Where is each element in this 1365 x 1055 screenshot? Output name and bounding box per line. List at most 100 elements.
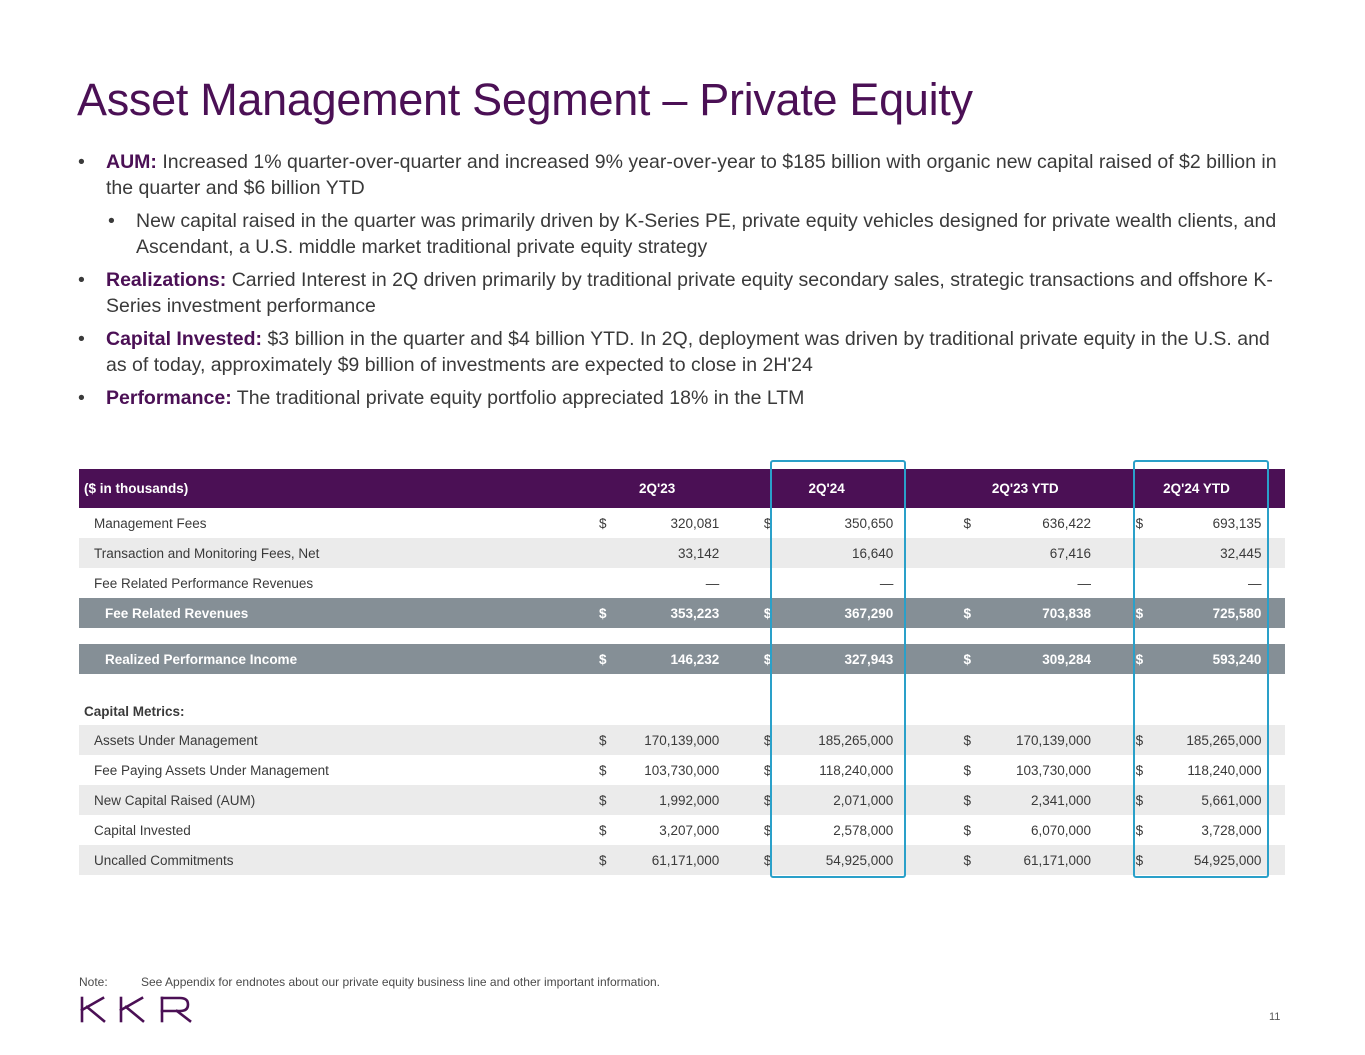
row-label: Transaction and Monitoring Fees, Net: [79, 538, 587, 568]
note-text: See Appendix for endnotes about our priv…: [141, 975, 660, 989]
dollar-sign: $: [751, 644, 775, 674]
cell-value: 6,070,000: [1030, 822, 1092, 838]
cell-value: —: [879, 575, 894, 591]
dollar-sign: $: [951, 725, 975, 755]
table-row: Capital Invested $3,207,000 $2,578,000 $…: [79, 815, 1285, 845]
cell-value: 593,240: [1146, 644, 1270, 674]
table-row: New Capital Raised (AUM) $1,992,000 $2,0…: [79, 785, 1285, 815]
bullet-label: Capital Invested:: [106, 328, 263, 350]
dollar-sign: $: [1135, 515, 1144, 531]
cell-value: 636,422: [1042, 515, 1092, 531]
row-label: New Capital Raised (AUM): [79, 785, 587, 815]
bullet-aum: AUM: Increased 1% quarter-over-quarter a…: [78, 149, 1278, 201]
section-label: Capital Metrics:: [84, 704, 185, 719]
note-label: Note:: [79, 975, 108, 989]
sub-bullet-new-capital: New capital raised in the quarter was pr…: [108, 208, 1278, 260]
cell-value: 146,232: [609, 644, 728, 674]
header-2q24-ytd: 2Q'24 YTD: [1123, 469, 1270, 508]
highlight-box-2q24-ytd: [1133, 460, 1269, 878]
table-row-total: Fee Related Revenues $353,223 $367,290 $…: [79, 598, 1285, 628]
row-label: Fee Paying Assets Under Management: [94, 762, 329, 778]
row-label: Fee Related Performance Revenues: [94, 575, 314, 591]
bullet-list: AUM: Increased 1% quarter-over-quarter a…: [78, 149, 1278, 418]
cell-value: 350,650: [844, 515, 894, 531]
dollar-sign: $: [963, 762, 971, 778]
cell-value: 693,135: [1212, 515, 1262, 531]
row-label: Fee Related Revenues: [79, 598, 587, 628]
dollar-sign: $: [598, 762, 607, 778]
cell-value: 185,265,000: [1146, 725, 1270, 755]
cell-value: 703,838: [974, 598, 1100, 628]
cell-value: 170,139,000: [609, 725, 728, 755]
table-row: Management Fees $320,081 $350,650 $636,4…: [79, 508, 1285, 538]
table-header-row: ($ in thousands) 2Q'23 2Q'24 2Q'23 YTD 2…: [79, 469, 1285, 508]
bullet-performance: Performance: The traditional private equ…: [78, 385, 1278, 411]
dollar-sign: $: [1123, 644, 1147, 674]
cell-value: 2,071,000: [774, 785, 902, 815]
row-label: Uncalled Commitments: [79, 845, 587, 875]
kkr-logo: [80, 996, 192, 1023]
dollar-sign: $: [1135, 822, 1144, 838]
cell-value: 5,661,000: [1146, 785, 1270, 815]
table-row: Fee Paying Assets Under Management $103,…: [79, 755, 1285, 785]
page-title: Asset Management Segment – Private Equit…: [77, 74, 973, 125]
dollar-sign: $: [963, 515, 971, 531]
cell-value: 103,730,000: [1015, 762, 1092, 778]
cell-value: —: [705, 575, 720, 591]
cell-value: 118,240,000: [819, 762, 894, 778]
cell-value: 61,171,000: [609, 845, 728, 875]
dollar-sign: $: [1135, 762, 1144, 778]
dollar-sign: $: [598, 515, 607, 531]
table-row: Assets Under Management $170,139,000 $18…: [79, 725, 1285, 755]
dollar-sign: [751, 538, 775, 568]
dollar-sign: $: [1123, 725, 1147, 755]
cell-value: 32,445: [1146, 538, 1270, 568]
header-2q23: 2Q'23: [586, 469, 728, 508]
cell-value: —: [1077, 575, 1092, 591]
dollar-sign: [1123, 538, 1147, 568]
cell-value: 367,290: [774, 598, 902, 628]
dollar-sign: $: [586, 598, 610, 628]
bullet-label: AUM:: [106, 151, 157, 173]
cell-value: 33,142: [609, 538, 728, 568]
bullet-label: Realizations:: [106, 269, 227, 291]
cell-value: 725,580: [1146, 598, 1270, 628]
dollar-sign: $: [598, 822, 607, 838]
bullet-label: Performance:: [106, 387, 232, 409]
cell-value: 3,728,000: [1201, 822, 1262, 838]
bullet-text: Increased 1% quarter-over-quarter and in…: [106, 151, 1277, 199]
cell-value: 54,925,000: [774, 845, 902, 875]
cell-value: 3,207,000: [659, 822, 720, 838]
table-row: Transaction and Monitoring Fees, Net 33,…: [79, 538, 1285, 568]
table-row: Fee Related Performance Revenues — — — —: [79, 568, 1285, 598]
cell-value: 16,640: [774, 538, 902, 568]
dollar-sign: $: [586, 845, 610, 875]
dollar-sign: $: [763, 515, 772, 531]
dollar-sign: $: [751, 845, 775, 875]
bullet-text: Carried Interest in 2Q driven primarily …: [106, 269, 1273, 317]
bullet-capital-invested: Capital Invested: $3 billion in the quar…: [78, 326, 1278, 378]
bullet-text: New capital raised in the quarter was pr…: [136, 210, 1277, 258]
row-label: Realized Performance Income: [79, 644, 587, 674]
dollar-sign: $: [751, 785, 775, 815]
dollar-sign: $: [963, 822, 971, 838]
cell-value: 170,139,000: [974, 725, 1100, 755]
cell-value: 327,943: [774, 644, 902, 674]
header-2q24: 2Q'24: [751, 469, 902, 508]
highlight-box-2q24: [770, 460, 906, 878]
cell-value: 320,081: [670, 515, 720, 531]
cell-value: 185,265,000: [774, 725, 902, 755]
footnote: Note: See Appendix for endnotes about our…: [79, 975, 660, 989]
cell-value: 1,992,000: [609, 785, 728, 815]
cell-value: 54,925,000: [1146, 845, 1270, 875]
cell-value: 118,240,000: [1187, 762, 1262, 778]
bullet-text: $3 billion in the quarter and $4 billion…: [106, 328, 1270, 376]
dollar-sign: $: [763, 762, 772, 778]
cell-value: —: [1247, 575, 1262, 591]
section-row: Capital Metrics:: [79, 674, 1285, 725]
dollar-sign: $: [951, 598, 975, 628]
dollar-sign: [586, 538, 610, 568]
cell-value: 67,416: [974, 538, 1100, 568]
header-2q23-ytd: 2Q'23 YTD: [951, 469, 1100, 508]
table-row-total: Realized Performance Income $146,232 $32…: [79, 644, 1285, 674]
